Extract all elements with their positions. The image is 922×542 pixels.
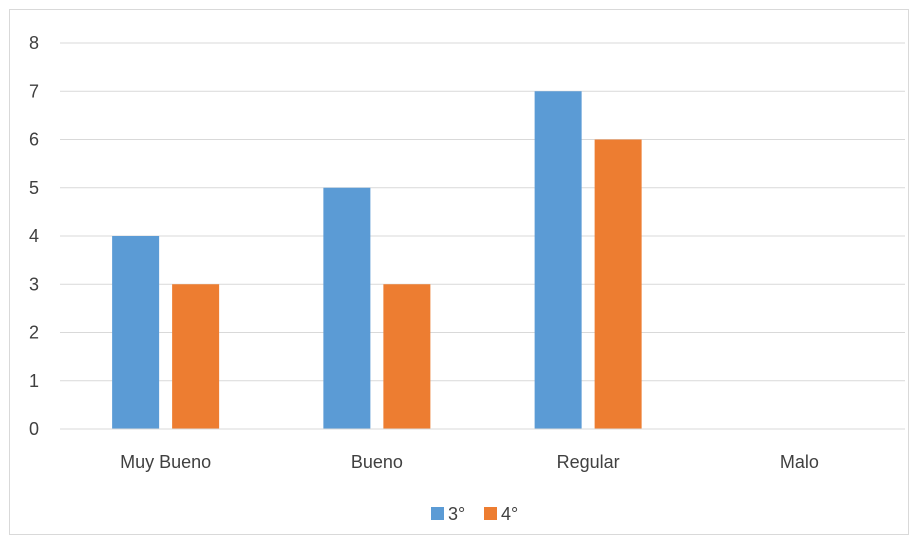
y-tick-label: 7 (29, 81, 39, 101)
y-tick-label: 3 (29, 274, 39, 294)
y-tick-label: 2 (29, 323, 39, 343)
x-tick-label: Regular (557, 452, 620, 472)
y-tick-label: 6 (29, 130, 39, 150)
y-tick-label: 5 (29, 178, 39, 198)
bar-series-2 (383, 284, 431, 429)
legend: 3° 4° (431, 504, 518, 524)
legend-label: 4° (501, 504, 518, 524)
legend-label: 3° (448, 504, 465, 524)
bar-series-2 (172, 284, 220, 429)
x-axis-tick-labels: Muy Bueno Bueno Regular Malo (120, 452, 819, 472)
legend-swatch (431, 507, 444, 520)
bar-series-2 (594, 139, 642, 429)
bars (112, 91, 642, 429)
y-axis-tick-labels: 0 1 2 3 4 5 6 7 8 (29, 33, 39, 439)
x-tick-label: Bueno (351, 452, 403, 472)
x-tick-label: Muy Bueno (120, 452, 211, 472)
legend-swatch (484, 507, 497, 520)
y-tick-label: 8 (29, 33, 39, 53)
y-tick-label: 1 (29, 371, 39, 391)
bar-series-1 (323, 187, 371, 429)
y-tick-label: 0 (29, 419, 39, 439)
y-tick-label: 4 (29, 226, 39, 246)
bar-series-1 (534, 91, 582, 429)
x-tick-label: Malo (780, 452, 819, 472)
bar-series-1 (112, 236, 160, 429)
